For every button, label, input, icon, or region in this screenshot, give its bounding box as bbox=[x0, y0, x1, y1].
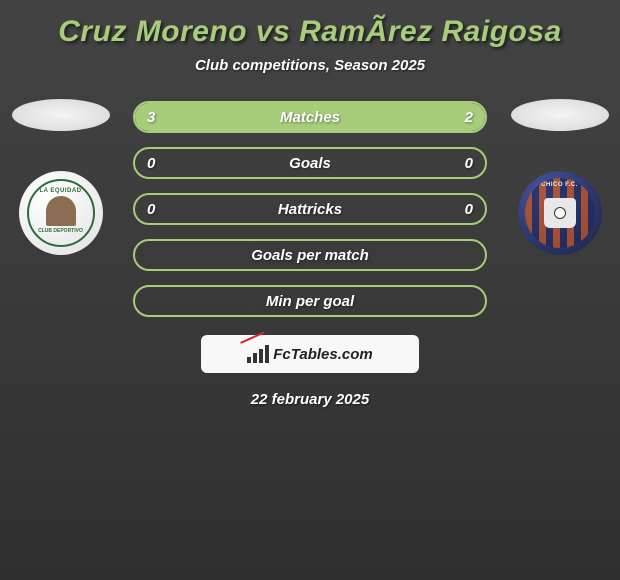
team-right-name-top: CHICO F.C. bbox=[525, 182, 595, 188]
player-right-avatar bbox=[511, 99, 609, 131]
subtitle: Club competitions, Season 2025 bbox=[0, 57, 620, 99]
team-right-badge: CHICO F.C. bbox=[518, 171, 602, 255]
player-right-column: CHICO F.C. bbox=[507, 99, 612, 255]
team-left-badge-inner: LA EQUIDAD CLUB DEPORTIVO bbox=[27, 179, 95, 247]
team-left-arch-icon bbox=[46, 196, 76, 226]
team-left-name-top: LA EQUIDAD bbox=[39, 188, 81, 194]
page-title: Cruz Moreno vs RamÃ­rez Raigosa bbox=[0, 5, 620, 57]
brand-logo-box: FcTables.com bbox=[201, 335, 419, 373]
player-left-column: LA EQUIDAD CLUB DEPORTIVO bbox=[8, 99, 113, 255]
team-right-badge-inner: CHICO F.C. bbox=[525, 178, 595, 248]
player-left-avatar bbox=[12, 99, 110, 131]
stat-value-right: 0 bbox=[465, 201, 473, 218]
stat-row: 3 Matches 2 bbox=[133, 101, 487, 133]
team-right-shield-icon bbox=[544, 198, 576, 228]
team-left-name-bottom: CLUB DEPORTIVO bbox=[38, 228, 83, 234]
stat-label: Hattricks bbox=[278, 201, 342, 218]
stat-value-right: 2 bbox=[465, 109, 473, 126]
stat-value-left: 0 bbox=[147, 155, 155, 172]
soccer-ball-icon bbox=[554, 207, 566, 219]
date-text: 22 february 2025 bbox=[0, 391, 620, 408]
brand-text: FcTables.com bbox=[273, 346, 372, 363]
stat-value-right: 0 bbox=[465, 155, 473, 172]
comparison-card: Cruz Moreno vs RamÃ­rez Raigosa Club com… bbox=[0, 0, 620, 413]
stats-column: 3 Matches 2 0 Goals 0 0 Hattricks 0 Goals per mat… bbox=[113, 99, 507, 317]
stat-row: 0 Goals 0 bbox=[133, 147, 487, 179]
stat-label: Matches bbox=[280, 109, 340, 126]
stat-row: 0 Hattricks 0 bbox=[133, 193, 487, 225]
stat-label: Min per goal bbox=[266, 293, 354, 310]
stat-row: Goals per match bbox=[133, 239, 487, 271]
stat-label: Goals per match bbox=[251, 247, 369, 264]
stat-value-left: 3 bbox=[147, 109, 155, 126]
stat-label: Goals bbox=[289, 155, 331, 172]
main-row: LA EQUIDAD CLUB DEPORTIVO 3 Matches 2 0 Goal… bbox=[0, 99, 620, 317]
stat-value-left: 0 bbox=[147, 201, 155, 218]
stat-row: Min per goal bbox=[133, 285, 487, 317]
team-left-badge: LA EQUIDAD CLUB DEPORTIVO bbox=[19, 171, 103, 255]
chart-icon bbox=[247, 345, 269, 363]
